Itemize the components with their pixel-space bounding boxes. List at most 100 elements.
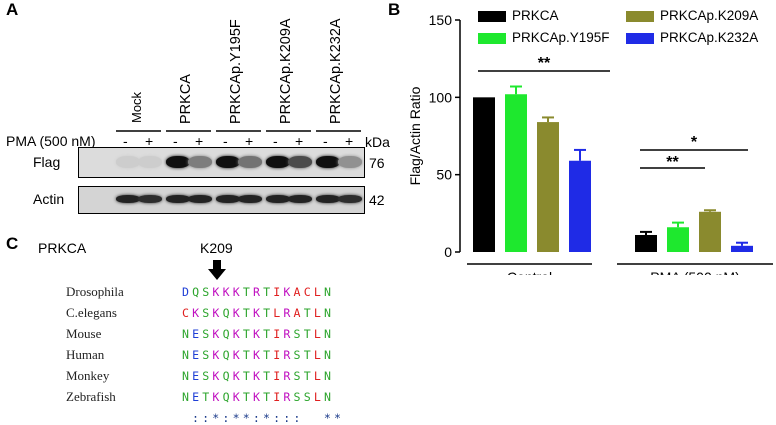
- residue: K: [192, 306, 200, 320]
- residue: E: [192, 327, 200, 341]
- blot-band: [216, 195, 240, 203]
- species-name: Drosophila: [66, 284, 124, 299]
- pma-sign: -: [273, 133, 278, 149]
- residue: T: [303, 306, 311, 320]
- residue: T: [303, 348, 311, 362]
- residue: K: [283, 285, 291, 299]
- y-tick-label: 0: [444, 244, 452, 260]
- residue: T: [242, 285, 250, 299]
- conservation-mark: :: [252, 411, 260, 425]
- residue: T: [202, 390, 210, 404]
- residue: A: [293, 285, 301, 299]
- bar: [667, 227, 689, 252]
- blot-band: [116, 156, 140, 168]
- residue: K: [252, 306, 260, 320]
- conservation-mark: *: [212, 411, 220, 425]
- residue: K: [252, 348, 260, 362]
- blot-band: [338, 195, 362, 203]
- residue: E: [192, 390, 200, 404]
- blot-band: [238, 195, 262, 203]
- residue: S: [202, 327, 210, 341]
- residue: I: [273, 369, 281, 383]
- species-name: Human: [66, 347, 105, 362]
- residue: L: [313, 369, 321, 383]
- conservation-mark: :: [192, 411, 199, 425]
- blot-band: [288, 195, 312, 203]
- legend-swatch: [626, 32, 654, 44]
- residue: K: [252, 369, 260, 383]
- blot-band: [338, 156, 362, 168]
- legend-swatch: [626, 10, 654, 22]
- panel-a-letter: A: [6, 0, 19, 19]
- y-axis-label: Flag/Actin Ratio: [407, 86, 423, 185]
- residue: T: [263, 369, 271, 383]
- residue: R: [252, 285, 260, 299]
- lane-underlines: [116, 130, 361, 132]
- residue: K: [212, 369, 220, 383]
- residue: L: [313, 327, 321, 341]
- legend-swatch: [478, 10, 506, 22]
- significance-label: *: [691, 134, 698, 151]
- residue: Q: [192, 285, 200, 299]
- residue: L: [273, 306, 281, 320]
- kda-label: kDa: [365, 134, 390, 150]
- residue: R: [283, 327, 291, 341]
- pma-sign: +: [245, 133, 254, 149]
- pma-sign: +: [195, 133, 204, 149]
- residue: I: [273, 390, 281, 404]
- residue: N: [323, 327, 331, 341]
- blot-band: [266, 195, 290, 203]
- residue: I: [273, 348, 281, 362]
- conservation-mark: [314, 411, 324, 425]
- conservation-mark: *: [242, 411, 250, 425]
- legend-item: PRKCA: [478, 8, 559, 23]
- residue: T: [263, 348, 271, 362]
- residue: Q: [222, 327, 230, 341]
- bar: [731, 245, 753, 252]
- gene-label: PRKCA: [38, 240, 87, 256]
- residue: K: [212, 348, 220, 362]
- significance-label: **: [666, 154, 679, 171]
- bar: [569, 160, 591, 252]
- legend-label: PRKCA: [512, 8, 559, 23]
- conservation-mark: :: [273, 411, 281, 425]
- residue: T: [263, 390, 271, 404]
- blot-band: [266, 156, 290, 168]
- blot-band: [116, 195, 140, 203]
- pma-sign: +: [345, 133, 354, 149]
- residue: N: [182, 390, 189, 404]
- actin-blot: [78, 186, 365, 214]
- blot-band: [166, 195, 190, 203]
- residue: R: [283, 390, 291, 404]
- residue: T: [242, 348, 250, 362]
- residue: T: [242, 306, 250, 320]
- bar: [505, 94, 527, 253]
- residue: K: [232, 285, 240, 299]
- legend-item: PRKCAp.K232A: [626, 30, 758, 45]
- residue: Q: [222, 390, 230, 404]
- legend-label: PRKCAp.K209A: [660, 8, 759, 23]
- residue: R: [283, 369, 291, 383]
- blot-band: [216, 156, 240, 168]
- blot-band: [138, 195, 162, 203]
- conservation-mark: *: [262, 411, 270, 425]
- y-tick-label: 100: [429, 89, 453, 105]
- residue: R: [283, 306, 291, 320]
- category-label: PMA (500 nM): [650, 269, 739, 275]
- conservation-mark: :: [283, 411, 291, 425]
- conservation-mark: [304, 411, 314, 425]
- bar: [635, 234, 657, 252]
- conservation-mark: *: [232, 411, 240, 425]
- bar: [537, 122, 559, 252]
- blot-band: [316, 156, 340, 168]
- residue: N: [182, 369, 189, 383]
- bar-chart: 0 50 100 150 Flag/Actin Ratio Control PMA (500…: [407, 12, 773, 275]
- residue: T: [263, 327, 271, 341]
- residue: R: [283, 348, 291, 362]
- residue: K: [212, 327, 220, 341]
- residue: D: [182, 285, 189, 299]
